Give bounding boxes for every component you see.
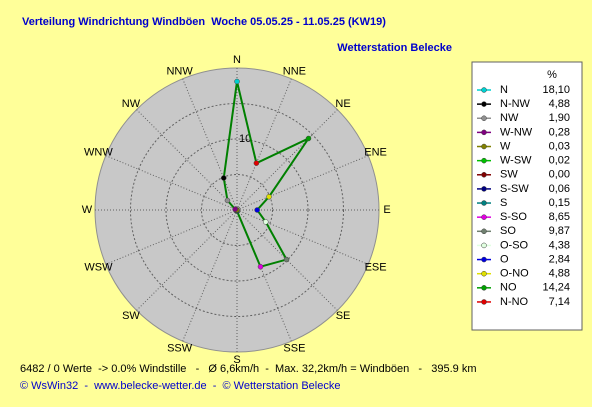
legend-label: O <box>500 253 509 265</box>
legend-value: 0,00 <box>549 169 570 181</box>
legend-marker <box>481 228 487 235</box>
axis-label: SW <box>122 310 140 322</box>
legend-marker <box>481 200 487 206</box>
legend-label: S <box>500 197 507 209</box>
legend-marker <box>481 186 487 192</box>
legend-label: W-NW <box>500 126 533 138</box>
radar-point <box>224 197 231 204</box>
legend-label: SW <box>500 169 518 181</box>
radar-point <box>253 160 260 166</box>
axis-label: ESE <box>365 261 387 273</box>
legend-label: NO <box>500 282 517 294</box>
legend-label: S-SW <box>500 183 529 195</box>
legend-value: 18,10 <box>542 84 570 96</box>
legend-marker <box>481 101 487 107</box>
legend-label: SO <box>500 225 516 237</box>
axis-label: NNE <box>283 65 306 77</box>
legend-value: 8,65 <box>549 211 570 223</box>
axis-label: SSE <box>283 342 305 354</box>
legend-label: N-NW <box>500 98 531 110</box>
legend-marker <box>481 299 487 305</box>
legend-marker <box>481 256 487 263</box>
axis-label: ENE <box>364 147 387 159</box>
axis-label: N <box>233 54 241 66</box>
legend-box <box>471 61 583 331</box>
legend-marker <box>481 214 487 220</box>
legend-marker <box>481 172 487 178</box>
axis-label: WNW <box>84 147 113 159</box>
legend-marker <box>481 143 487 150</box>
grid-ring <box>165 138 309 282</box>
radar-point <box>283 256 290 263</box>
legend-label: W-SW <box>500 155 532 167</box>
r-tick-label: 10 <box>239 133 251 145</box>
axis-label: E <box>383 204 390 216</box>
axis-label: WSW <box>84 261 113 273</box>
radar-point <box>220 175 227 181</box>
credits: © WsWin32 - www.belecke-wetter.de - © We… <box>20 380 340 392</box>
chart-title: Verteilung Windrichtung Windböen Woche 0… <box>22 16 386 28</box>
legend-marker <box>481 157 487 164</box>
legend-value: 0,28 <box>549 126 570 138</box>
grid-ring <box>130 103 344 317</box>
axis-label: NW <box>122 98 141 110</box>
legend-title: % <box>547 69 557 81</box>
radar-point <box>262 219 269 225</box>
legend-label: NW <box>500 112 519 124</box>
chart-subtitle: Wetterstation Belecke <box>337 42 452 54</box>
legend-value: 7,14 <box>549 296 570 308</box>
radar-point <box>257 263 264 270</box>
radar-point <box>266 193 272 200</box>
axis-label: S <box>233 354 240 366</box>
axis-label: NNW <box>166 65 193 77</box>
legend-marker <box>481 242 487 249</box>
legend-value: 1,90 <box>549 112 570 124</box>
legend-marker <box>481 129 487 136</box>
legend-marker <box>481 270 487 277</box>
legend-label: O-NO <box>500 268 529 280</box>
radar-point <box>305 135 312 142</box>
legend-value: 0,15 <box>549 197 570 209</box>
radar-point <box>254 207 260 213</box>
legend-value: 4,88 <box>549 268 570 280</box>
axis-label: NE <box>335 98 350 110</box>
legend-value: 4,88 <box>549 98 570 110</box>
radar-point <box>234 78 240 85</box>
legend-marker <box>481 285 487 291</box>
footer: 6482 / 0 Werte -> 0.0% Windstille - Ø 6,… <box>20 363 476 375</box>
radar-point <box>232 206 238 212</box>
legend-value: 0,02 <box>549 155 570 167</box>
legend-value: 14,24 <box>542 282 570 294</box>
legend-marker <box>481 87 487 93</box>
axis-label: SSW <box>167 342 193 354</box>
axis-label: W <box>82 204 93 216</box>
legend-label: N <box>500 84 508 96</box>
legend-value: 4,38 <box>549 239 570 251</box>
legend-value: 9,87 <box>549 225 570 237</box>
legend-marker <box>481 115 487 122</box>
grid-ring <box>201 174 273 246</box>
legend-value: 2,84 <box>549 253 570 265</box>
legend-label: N-NO <box>500 296 529 308</box>
legend-label: S-SO <box>500 211 527 223</box>
legend-value: 0,06 <box>549 183 570 195</box>
legend-value: 0,03 <box>549 140 570 152</box>
legend-label: W <box>500 140 511 152</box>
axis-label: SE <box>336 310 351 322</box>
legend-label: O-SO <box>500 239 529 251</box>
